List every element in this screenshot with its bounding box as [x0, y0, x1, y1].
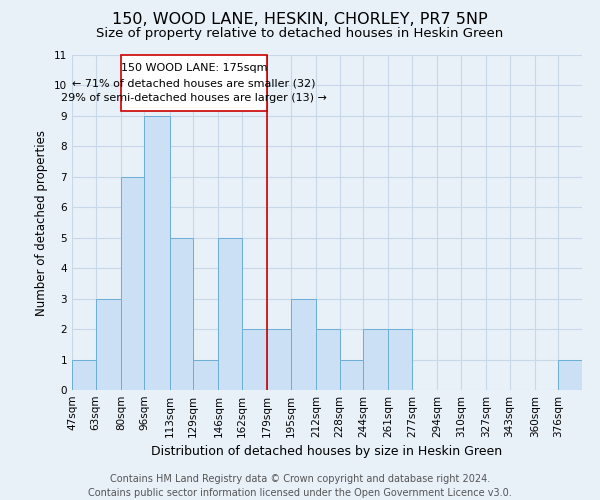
- Bar: [291, 298, 316, 390]
- Bar: [170, 238, 193, 390]
- Text: Size of property relative to detached houses in Heskin Green: Size of property relative to detached ho…: [97, 28, 503, 40]
- Bar: [340, 360, 363, 390]
- Bar: [242, 329, 267, 390]
- Bar: [388, 329, 412, 390]
- Text: 150 WOOD LANE: 175sqm
← 71% of detached houses are smaller (32)
29% of semi-deta: 150 WOOD LANE: 175sqm ← 71% of detached …: [61, 64, 327, 103]
- X-axis label: Distribution of detached houses by size in Heskin Green: Distribution of detached houses by size …: [151, 446, 503, 458]
- Bar: [267, 329, 291, 390]
- Bar: [559, 360, 582, 390]
- Bar: [72, 360, 95, 390]
- FancyBboxPatch shape: [121, 55, 267, 112]
- Text: 150, WOOD LANE, HESKIN, CHORLEY, PR7 5NP: 150, WOOD LANE, HESKIN, CHORLEY, PR7 5NP: [112, 12, 488, 28]
- Bar: [145, 116, 170, 390]
- Bar: [218, 238, 242, 390]
- Bar: [193, 360, 218, 390]
- Bar: [121, 177, 145, 390]
- Bar: [363, 329, 388, 390]
- Bar: [316, 329, 340, 390]
- Text: Contains HM Land Registry data © Crown copyright and database right 2024.
Contai: Contains HM Land Registry data © Crown c…: [88, 474, 512, 498]
- Bar: [95, 298, 121, 390]
- Y-axis label: Number of detached properties: Number of detached properties: [35, 130, 49, 316]
